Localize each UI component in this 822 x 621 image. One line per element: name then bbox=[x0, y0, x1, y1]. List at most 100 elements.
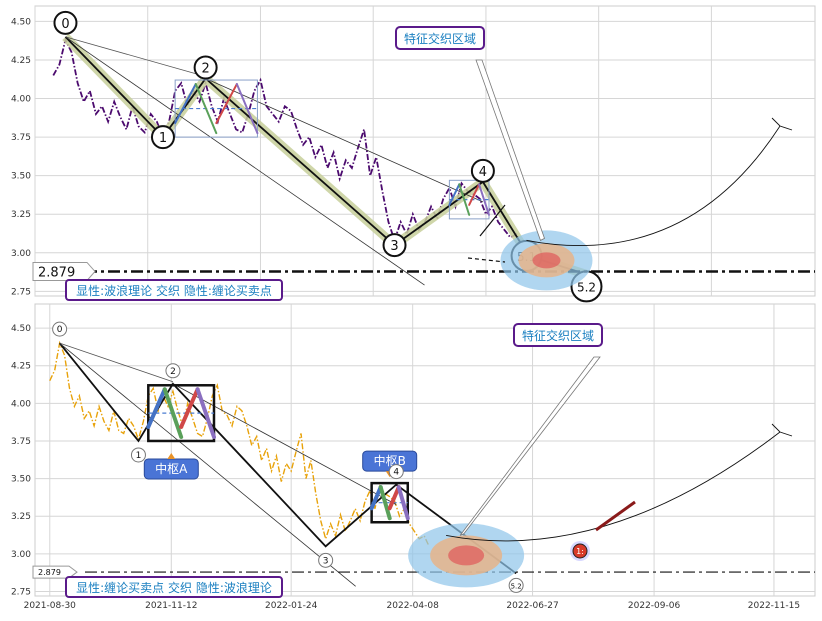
bottom-zone-ellipse-inner bbox=[448, 545, 485, 566]
top-zone-ellipse-inner bbox=[532, 252, 561, 269]
bottom-zhongshu-label: 中枢A bbox=[155, 461, 188, 476]
bottom-y-tick-label: 4.50 bbox=[11, 324, 31, 334]
bottom-y-tick-label: 3.00 bbox=[11, 550, 31, 560]
top-accent-line bbox=[467, 257, 506, 263]
bottom-zhongshu-segment bbox=[162, 387, 184, 439]
top-y-tick-label: 2.75 bbox=[11, 287, 31, 297]
bottom-x-tick-label: 2022-06-27 bbox=[506, 601, 558, 611]
top-annotation-pointer bbox=[475, 59, 545, 241]
top-wave-point-label: 0 bbox=[61, 17, 69, 32]
bottom-y-tick-label: 3.50 bbox=[11, 475, 31, 485]
bottom-wave-point-marker bbox=[130, 447, 146, 463]
bottom-accent-line bbox=[595, 500, 636, 532]
bottom-projection-arc bbox=[446, 431, 781, 542]
bottom-trend-line bbox=[59, 342, 356, 587]
bottom-zhongshu-pointer bbox=[167, 452, 176, 459]
bottom-wave-point-label: 1 bbox=[136, 451, 142, 461]
top-zhongshu-segment bbox=[448, 183, 461, 206]
bottom-wave-point-marker bbox=[388, 464, 404, 480]
bottom-wave-point-marker bbox=[318, 552, 334, 568]
top-support-tag bbox=[32, 261, 96, 281]
bottom-y-tick-label: 4.00 bbox=[11, 399, 31, 409]
bottom-support-tag bbox=[32, 565, 78, 579]
top-method-label-box bbox=[65, 279, 283, 301]
top-zhongshu-segment bbox=[215, 83, 238, 125]
top-wave-point-marker bbox=[53, 10, 78, 35]
top-zhongshu-segment bbox=[458, 183, 471, 216]
top-projection-arc bbox=[526, 125, 781, 247]
bottom-x-tick-label: 2022-04-08 bbox=[387, 601, 440, 611]
top-projection-arrow bbox=[771, 117, 793, 131]
top-zhongshu-segment bbox=[235, 83, 259, 135]
top-y-tick-label: 4.50 bbox=[11, 17, 31, 27]
bottom-y-tick-label: 4.25 bbox=[11, 362, 31, 372]
top-y-tick-label: 3.50 bbox=[11, 172, 31, 182]
top-method-label: 显性:波浪理论 交织 隐性:缠论买卖点 bbox=[76, 283, 272, 298]
bottom-wave-point-marker bbox=[508, 577, 524, 593]
bottom-y-tick-label: 2.75 bbox=[11, 587, 31, 597]
top-y-tick-label: 3.25 bbox=[11, 210, 31, 220]
bottom-zhongshu-segment bbox=[179, 387, 200, 429]
top-zhongshu-segment bbox=[194, 83, 218, 135]
top-annotation-text: 特征交织区域 bbox=[404, 31, 476, 46]
top-zhongshu-segment bbox=[468, 183, 481, 206]
bottom-annotation-text: 特征交织区域 bbox=[522, 328, 594, 343]
bottom-y-tick-label: 3.75 bbox=[11, 437, 31, 447]
top-wave-point-label: 1 bbox=[159, 131, 167, 146]
top-trend-line bbox=[65, 36, 425, 286]
bottom-price-series-line bbox=[49, 340, 430, 547]
bottom-projection-arrow bbox=[771, 423, 793, 437]
top-wave-point-label: 4 bbox=[479, 165, 487, 180]
top-support-label: 2.879 bbox=[38, 265, 75, 280]
bottom-method-label-box bbox=[65, 576, 283, 598]
bottom-support-label: 2.879 bbox=[38, 568, 61, 577]
bottom-wave-point-label: 4 bbox=[393, 468, 399, 478]
top-zhongshu-segment bbox=[174, 83, 197, 125]
bottom-wave-point-marker bbox=[52, 321, 68, 337]
bottom-zhongshu-segment bbox=[146, 387, 167, 429]
bottom-zhongshu-segment bbox=[387, 485, 401, 511]
bottom-trend-line bbox=[172, 383, 397, 505]
bottom-wave-point-marker bbox=[165, 363, 181, 379]
top-wave-point-label: 2 bbox=[201, 62, 209, 77]
bottom-method-label: 显性:缠论买卖点 交织 隐性:波浪理论 bbox=[76, 580, 272, 595]
bottom-x-tick-label: 2021-11-12 bbox=[145, 601, 197, 611]
bottom-x-tick-label: 2021-08-30 bbox=[24, 601, 77, 611]
top-y-tick-label: 4.25 bbox=[11, 56, 31, 66]
bottom-zhongshu-segment bbox=[369, 485, 383, 511]
top-plot-frame bbox=[34, 5, 816, 297]
top-trend-line bbox=[205, 78, 484, 203]
bottom-zhongshu-segment bbox=[396, 485, 410, 521]
bottom-panel: 2.75 3.00 3.25 3.50 3.75 4.00 4.25 4.50 2021-08-… bbox=[11, 303, 816, 611]
top-wave-point-marker bbox=[382, 233, 407, 258]
bottom-annotation-pointer bbox=[459, 356, 601, 536]
top-wave-point-label: 5.2 bbox=[577, 280, 596, 294]
top-trend-line bbox=[65, 36, 206, 77]
top-panel: 2.753.003.253.503.754.004.254.50012345.1… bbox=[11, 5, 816, 303]
top-zhongshu-segment bbox=[478, 183, 490, 216]
top-wave-point-label: 3 bbox=[390, 239, 398, 254]
bottom-buy-point-label: 1: bbox=[576, 547, 584, 556]
bottom-trend-line bbox=[59, 342, 174, 383]
bottom-wave-line bbox=[58, 342, 517, 575]
bottom-wave-point-label: 5.2 bbox=[511, 582, 522, 590]
bottom-zhongshu-segment bbox=[195, 387, 216, 439]
top-y-tick-label: 3.75 bbox=[11, 133, 31, 143]
bottom-wave-point-label: 0 bbox=[57, 325, 63, 335]
top-wave-point-marker bbox=[470, 158, 495, 183]
top-y-tick-label: 3.00 bbox=[11, 249, 31, 259]
bottom-y-tick-label: 3.25 bbox=[11, 512, 31, 522]
top-accent-line bbox=[479, 204, 506, 237]
top-annotation-box bbox=[395, 26, 485, 50]
bottom-annotation-box bbox=[513, 323, 603, 347]
bottom-zhongshu-segment bbox=[378, 485, 392, 521]
top-wave-point-marker bbox=[150, 125, 175, 150]
bottom-wave-point-label: 2 bbox=[170, 367, 176, 377]
bottom-buy-point-marker bbox=[572, 543, 588, 559]
bottom-x-tick-label: 2022-09-06 bbox=[628, 601, 681, 611]
top-y-tick-label: 4.00 bbox=[11, 95, 31, 105]
bottom-x-tick-label: 2022-11-15 bbox=[748, 601, 800, 611]
top-wave-point-marker bbox=[193, 55, 218, 80]
